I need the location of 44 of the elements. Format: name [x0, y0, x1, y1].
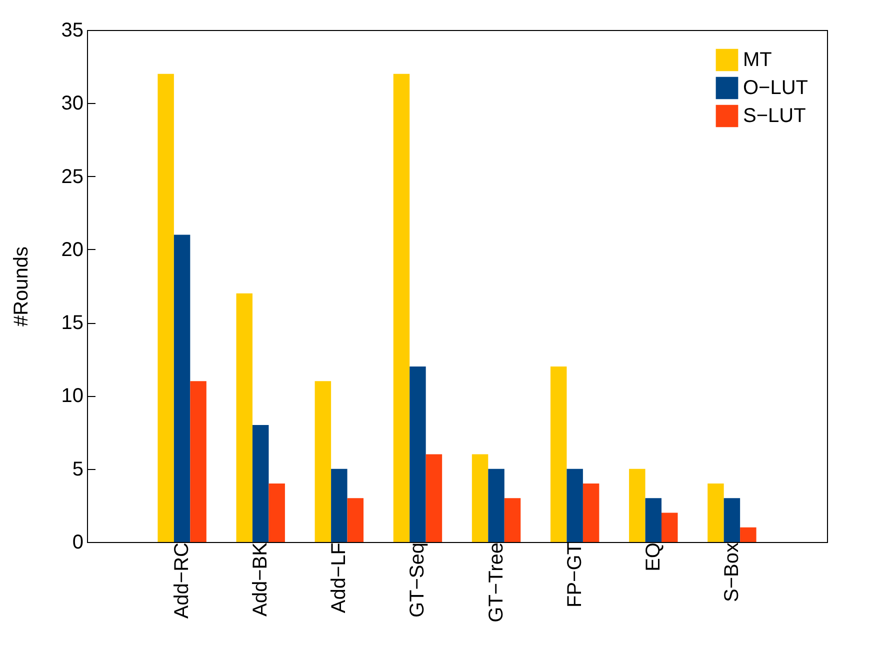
- bar: [740, 527, 756, 542]
- x-tick-label: Add−RC: [171, 542, 194, 619]
- bar: [724, 498, 740, 542]
- x-tick-label: GT−Seq: [406, 542, 429, 618]
- bar: [347, 498, 364, 542]
- bar: [566, 468, 583, 542]
- x-tick-label: EQ: [642, 542, 664, 572]
- y-tick-label: 15: [61, 312, 84, 334]
- y-tick-label: 35: [61, 20, 84, 42]
- x-tick-label: Add−LF: [328, 542, 350, 614]
- bar: [174, 234, 190, 542]
- bar: [331, 468, 348, 542]
- x-tick-label: FP−GT: [564, 542, 586, 608]
- bar: [268, 483, 285, 542]
- y-tick-label: 20: [61, 238, 84, 261]
- bar: [393, 74, 410, 542]
- y-tick-label: 30: [61, 92, 84, 115]
- y-tick-label: 10: [61, 385, 84, 408]
- x-tick-label: Add−BK: [250, 542, 272, 616]
- bar: [410, 366, 426, 542]
- bar: [504, 498, 521, 542]
- bar: [708, 483, 724, 542]
- y-tick-label: 0: [72, 532, 84, 554]
- bar: [158, 74, 174, 542]
- bar: [662, 512, 678, 542]
- bar: [550, 366, 567, 542]
- legend-label: S−LUT: [743, 105, 806, 127]
- bar: [645, 498, 662, 542]
- bar: [488, 468, 504, 542]
- x-tick-label: S−Box: [720, 542, 743, 602]
- bar: [629, 468, 646, 542]
- legend-label: O−LUT: [743, 77, 808, 99]
- y-tick-label: 25: [61, 166, 84, 188]
- legend-label: MT: [743, 49, 772, 71]
- y-tick-label: 5: [72, 458, 84, 480]
- x-tick-label: GT−Tree: [485, 542, 508, 622]
- bar: [236, 293, 252, 542]
- bar: [252, 424, 269, 542]
- y-axis-title: #Rounds: [10, 246, 32, 327]
- bar: [426, 454, 442, 542]
- bar: [472, 454, 488, 542]
- bar: [582, 483, 600, 542]
- bar: [314, 381, 332, 542]
- bar: [190, 381, 206, 542]
